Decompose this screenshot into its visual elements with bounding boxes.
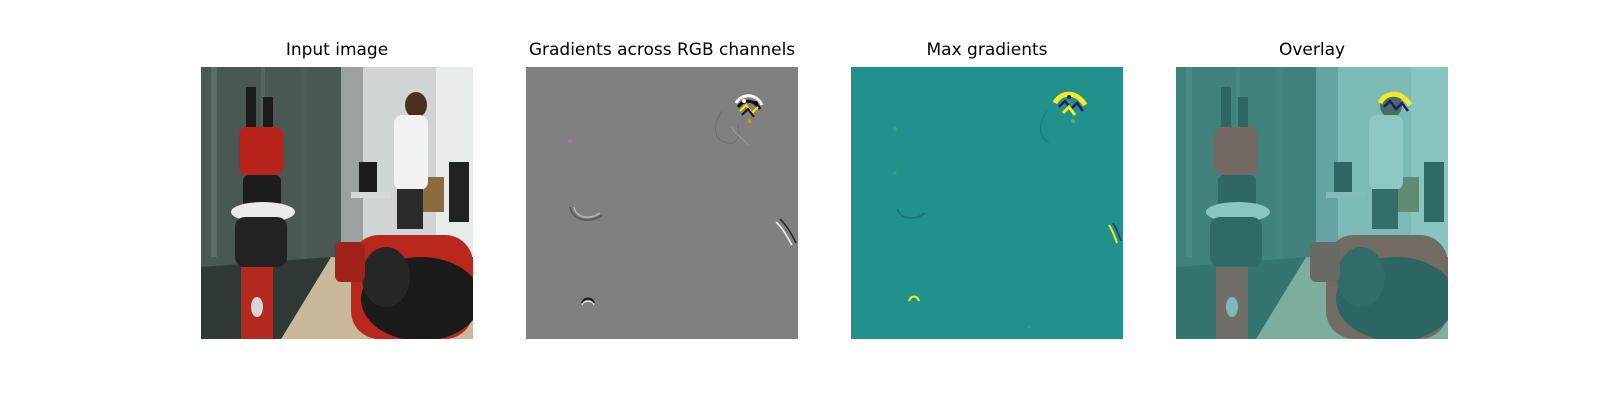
panel-input-image: Input image xyxy=(201,38,473,62)
max-gradient-map xyxy=(851,67,1123,339)
panel-title: Gradients across RGB channels xyxy=(526,38,798,62)
rgb-gradient-map xyxy=(526,67,798,339)
panel-title: Max gradients xyxy=(851,38,1123,62)
panel-max-gradients: Max gradients xyxy=(851,38,1123,62)
input-image xyxy=(201,67,473,339)
panel-title: Input image xyxy=(201,38,473,62)
overlay-image xyxy=(1176,67,1448,339)
panel-title: Overlay xyxy=(1176,38,1448,62)
panel-rgb-gradients: Gradients across RGB channels xyxy=(526,38,798,62)
panel-overlay: Overlay xyxy=(1176,38,1448,62)
